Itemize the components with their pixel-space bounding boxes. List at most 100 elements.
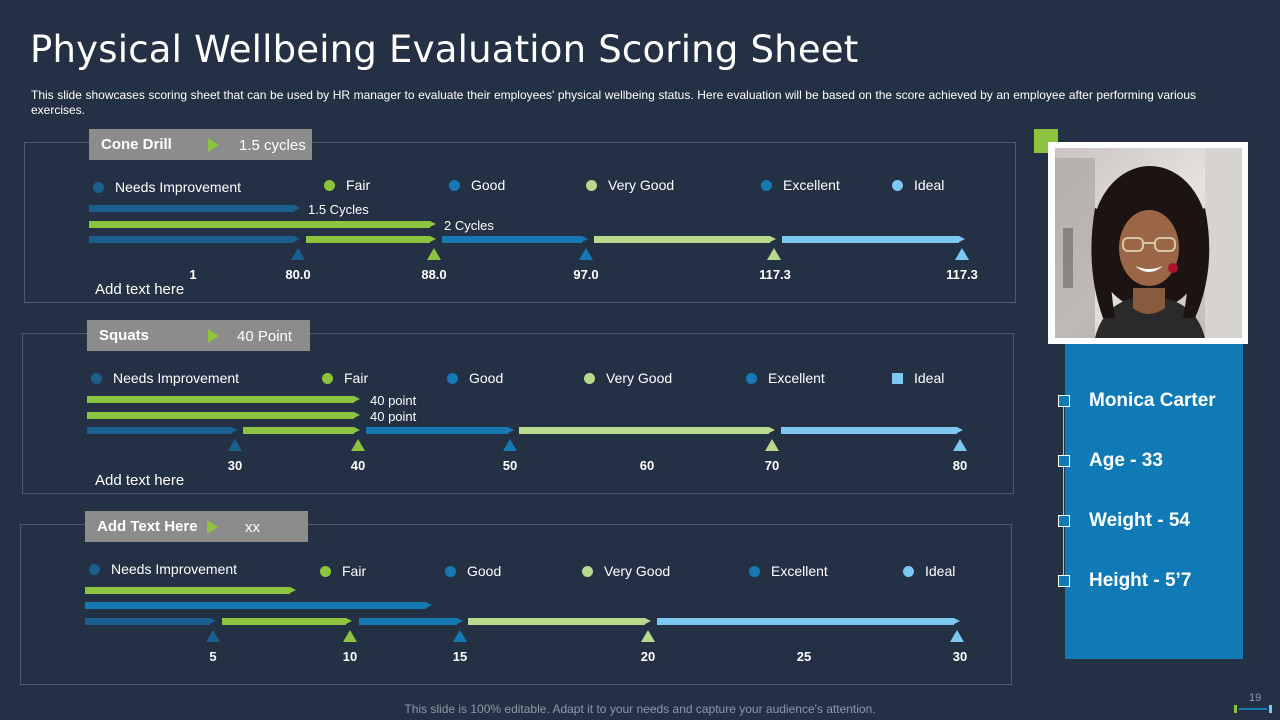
scale-tick: 117.3 <box>759 267 791 282</box>
scale-tick: 88.0 <box>421 267 447 282</box>
legend-dot-icon <box>892 179 903 191</box>
legend-very-good: Very Good <box>586 177 674 193</box>
scale-segment <box>243 427 360 434</box>
legend-very-good: Very Good <box>584 370 672 386</box>
squats-label: Squats 40 Point <box>87 320 310 351</box>
legend-dot-icon <box>447 372 458 384</box>
marker-triangle-icon <box>765 439 779 451</box>
legend-dot-icon <box>903 565 914 577</box>
score-bar-label: 40 point <box>370 393 417 408</box>
legend-dot-icon <box>586 179 597 191</box>
bullet-square-icon <box>1058 575 1070 587</box>
scale-segment <box>89 236 300 243</box>
scale-tick: 80 <box>952 458 968 473</box>
section-name: Add Text Here <box>97 518 198 535</box>
page-number: 19 <box>1249 692 1262 704</box>
score-bar-1 <box>89 205 300 212</box>
slide-description: This slide showcases scoring sheet that … <box>31 88 1196 117</box>
scale-tick: 10 <box>342 649 358 664</box>
custom-label: Add Text Here xx <box>85 511 308 542</box>
marker-triangle-icon <box>291 248 305 260</box>
legend-excellent: Excellent <box>761 177 840 193</box>
bullet-square-icon <box>1058 515 1070 527</box>
legend-dot-icon <box>93 181 104 193</box>
marker-triangle-icon <box>427 248 441 260</box>
legend-dot-icon <box>91 372 102 384</box>
profile-weight: Weight - 54 <box>1058 510 1190 532</box>
scale-tick: 20 <box>640 649 656 664</box>
profile-photo-illustration <box>1055 148 1242 338</box>
profile-age: Age - 33 <box>1058 450 1163 472</box>
score-bar-2 <box>85 602 432 609</box>
marker-triangle-icon <box>579 248 593 260</box>
legend-needs-improvement: Needs Improvement <box>89 561 237 577</box>
score-bar-label: 2 Cycles <box>444 218 494 233</box>
legend-square-icon <box>892 372 903 384</box>
marker-triangle-icon <box>453 630 467 642</box>
legend-dot-icon <box>746 372 757 384</box>
profile-card <box>1065 342 1243 659</box>
section-name: Squats <box>99 327 150 344</box>
play-arrow-icon <box>208 329 219 343</box>
add-text-placeholder: Add text here <box>95 281 185 298</box>
scale-segment <box>87 427 238 434</box>
marker-triangle-icon <box>953 439 967 451</box>
footer-note: This slide is 100% editable. Adapt it to… <box>404 702 876 716</box>
cone-drill-label: Cone Drill 1.5 cycles <box>89 129 312 160</box>
profile-photo <box>1055 148 1242 338</box>
legend-fair: Fair <box>324 177 370 193</box>
scale-tick: 70 <box>764 458 780 473</box>
scale-tick: 97.0 <box>573 267 599 282</box>
legend-excellent: Excellent <box>746 370 825 386</box>
score-bar-2 <box>89 221 436 228</box>
legend-ideal: Ideal <box>892 370 944 386</box>
scale-tick: 5 <box>209 649 217 664</box>
scale-tick: 117.3 <box>946 267 978 282</box>
scale-segment <box>442 236 588 243</box>
brand-bars-icon <box>1234 705 1272 713</box>
profile-name: Monica Carter <box>1058 390 1216 412</box>
scale-tick: 30 <box>952 649 968 664</box>
cone-drill-panel <box>24 142 1016 303</box>
scale-tick: 80.0 <box>285 267 311 282</box>
score-bar-label: 40 point <box>370 409 417 424</box>
score-bar-label: 1.5 Cycles <box>308 202 369 217</box>
legend-dot-icon <box>89 563 100 575</box>
scale-segment <box>657 618 960 625</box>
marker-triangle-icon <box>343 630 357 642</box>
scale-tick: 50 <box>502 458 518 473</box>
marker-triangle-icon <box>228 439 242 451</box>
legend-ideal: Ideal <box>903 563 955 579</box>
scale-tick: 40 <box>350 458 366 473</box>
section-name: Cone Drill <box>101 136 172 153</box>
squats-panel <box>22 333 1014 494</box>
scale-tick: 30 <box>227 458 243 473</box>
play-arrow-icon <box>208 138 219 152</box>
section-value: 40 Point <box>237 328 293 345</box>
score-bar-2 <box>87 412 360 419</box>
bullet-square-icon <box>1058 395 1070 407</box>
legend-good: Good <box>447 370 503 386</box>
legend-good: Good <box>445 563 501 579</box>
marker-triangle-icon <box>767 248 781 260</box>
scale-segment <box>594 236 776 243</box>
legend-very-good: Very Good <box>582 563 670 579</box>
scale-tick: 25 <box>796 649 812 664</box>
play-arrow-icon <box>207 520 218 534</box>
scale-segment <box>85 618 216 625</box>
section-value: xx <box>245 519 260 536</box>
marker-triangle-icon <box>950 630 964 642</box>
legend-dot-icon <box>322 372 333 384</box>
scale-segment <box>306 236 436 243</box>
marker-triangle-icon <box>955 248 969 260</box>
scale-tick: 60 <box>639 458 655 473</box>
score-bar-1 <box>85 587 296 594</box>
legend-needs-improvement: Needs Improvement <box>93 179 241 195</box>
profile-timeline-line <box>1063 400 1064 581</box>
scale-segment <box>782 236 965 243</box>
legend-dot-icon <box>761 179 772 191</box>
legend-excellent: Excellent <box>749 563 828 579</box>
scale-segment <box>222 618 352 625</box>
legend-dot-icon <box>749 565 760 577</box>
scale-segment <box>359 618 463 625</box>
